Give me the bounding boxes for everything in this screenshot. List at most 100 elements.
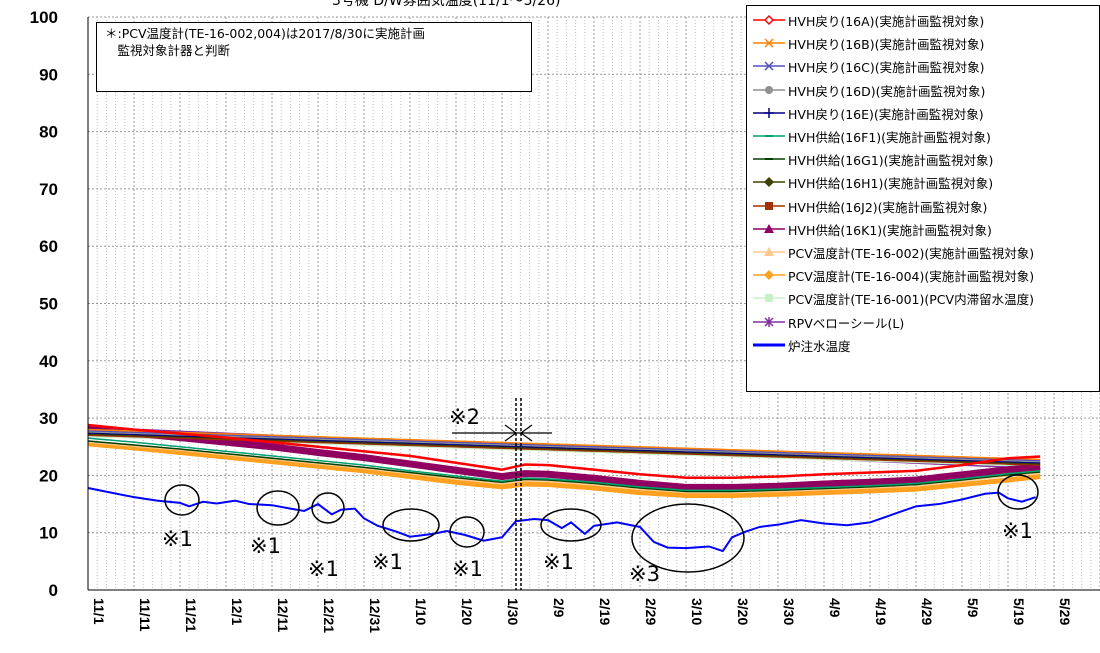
x-tick-label: 3/20 [735, 598, 751, 625]
legend-swatch [753, 247, 785, 256]
legend-item: HVH供給(16H1)(実施計画監視対象) [747, 171, 1099, 193]
x-tick-label: 3/10 [689, 598, 705, 625]
legend-item: HVH戻り(16D)(実施計画監視対象) [747, 79, 1099, 101]
series-line [87, 428, 1041, 461]
legend-label: PCV温度計(TE-16-004)(実施計画監視対象) [788, 269, 1035, 285]
legend-swatch [753, 270, 785, 281]
x-tick-label: 11/21 [183, 598, 199, 632]
annotation-ellipse [997, 474, 1039, 510]
legend-item: HVH戻り(16E)(実施計画監視対象) [747, 102, 1099, 124]
legend-item: HVH戻り(16C)(実施計画監視対象) [747, 55, 1099, 77]
y-tick-label: 70 [39, 180, 58, 199]
legend-swatch [753, 201, 785, 210]
annotation-label: ※1 [308, 557, 339, 581]
annotation-ellipse [540, 508, 602, 542]
x-tick-label: 5/19 [1011, 598, 1027, 625]
y-tick-label: 80 [39, 123, 58, 142]
series-line [87, 431, 1041, 463]
y-tick-label: 10 [39, 524, 58, 543]
series-layer [87, 423, 1041, 553]
legend-item: PCV温度計(TE-16-004)(実施計画監視対象) [747, 264, 1099, 286]
annotation-label: ※1 [543, 550, 574, 574]
legend-label: HVH供給(16G1)(実施計画監視対象) [788, 153, 994, 169]
legend-label: HVH供給(16H1)(実施計画監視対象) [788, 176, 994, 192]
y-tick-label: 0 [49, 581, 58, 600]
annotation-ellipse [382, 508, 440, 542]
legend-swatch [753, 223, 785, 233]
legend-swatch [753, 294, 785, 303]
x-tick-label: 3/30 [781, 598, 797, 625]
marker-2-arrowheads [504, 424, 533, 442]
x-tick-label: 1/30 [505, 598, 521, 625]
x-tick-label: 4/19 [873, 598, 889, 625]
legend: HVH戻り(16A)(実施計画監視対象) HVH戻り(16B)(実施計画監視対象)… [746, 5, 1100, 392]
series-5050c0 [87, 429, 1041, 462]
x-tick-label: 12/11 [275, 598, 291, 632]
series-marker [765, 85, 773, 94]
legend-item: HVH供給(16F1)(実施計画監視対象) [747, 125, 1099, 147]
x-tick-label: 5/29 [1057, 598, 1073, 625]
series-marker [764, 247, 774, 256]
y-tick-label: 100 [30, 8, 58, 27]
x-tick-label: 5/9 [965, 598, 981, 618]
legend-item: HVH戻り(16A)(実施計画監視対象) [747, 9, 1099, 31]
legend-item: HVH戻り(16B)(実施計画監視対象) [747, 32, 1099, 54]
series-909090 [87, 431, 1041, 463]
legend-label: HVH戻り(16C)(実施計画監視対象) [788, 60, 985, 76]
x-tick-label: 12/1 [229, 598, 245, 625]
series-marker [765, 294, 773, 303]
x-tick-label: 11/1 [91, 598, 107, 625]
series-line [87, 441, 1041, 498]
legend-label: HVH戻り(16D)(実施計画監視対象) [788, 83, 986, 99]
series-marker [764, 316, 774, 327]
series-line [87, 429, 1041, 462]
series-marker [764, 38, 774, 48]
legend-label: HVH戻り(16A)(実施計画監視対象) [788, 14, 985, 29]
annotation-label: ※1 [162, 527, 193, 551]
series-line [87, 432, 1041, 464]
y-tick-label: 50 [39, 295, 58, 314]
legend-item: PCV温度計(TE-16-001)(PCV内滞留水温度) [747, 287, 1099, 309]
series-marker [765, 201, 773, 210]
note-text: ＊:PCV温度計(TE-16-002,004)は2017/8/30に実施計画 監… [105, 26, 426, 58]
annotation-label: ※1 [250, 534, 281, 558]
series-ff0000 [87, 423, 1041, 479]
legend-swatch [753, 316, 785, 327]
y-tick-label: 30 [39, 409, 58, 428]
y-tick-label: 20 [39, 466, 58, 485]
series-line [87, 424, 1041, 491]
series-line [87, 437, 1041, 492]
annotation-label: ※1 [452, 557, 483, 581]
legend-label: HVH供給(16J2)(実施計画監視対象) [788, 199, 988, 215]
y-tick-label: 40 [39, 352, 58, 371]
series-marker [763, 14, 775, 26]
series-ffc890 [87, 441, 1041, 494]
legend-item: 炉注水温度 [747, 334, 1099, 356]
legend-item: HVH供給(16J2)(実施計画監視対象) [747, 195, 1099, 217]
legend-swatch [753, 14, 785, 26]
annotation-ellipse [311, 492, 345, 524]
series-004000 [87, 440, 1041, 493]
series-000080 [87, 432, 1041, 464]
legend-swatch [753, 85, 785, 94]
legend-label: HVH戻り(16E)(実施計画監視対象) [788, 106, 984, 122]
legend-swatch [753, 343, 785, 347]
series-ff8000 [87, 428, 1041, 461]
series-marker [764, 107, 774, 118]
legend-label: PCV温度計(TE-16-002)(実施計画監視対象) [788, 246, 1035, 261]
x-tick-label: 1/10 [413, 598, 429, 625]
annotation-ellipse [256, 490, 300, 526]
annotations-layer: ※1 ※1 ※1 ※1 ※1 ※1 ※1 ※2 ※3 [162, 398, 1039, 590]
x-tick-label: 2/9 [551, 598, 567, 618]
legend-label: PCV温度計(TE-16-001)(PCV内滞留水温度) [788, 292, 1034, 308]
annotation-label: ※1 [1002, 519, 1033, 543]
legend-swatch [753, 158, 785, 161]
series-marker [764, 223, 774, 233]
x-tick-label: 1/20 [459, 598, 475, 625]
legend-item: RPVベローシール(L) [747, 311, 1099, 333]
legend-swatch [753, 61, 785, 71]
chart-title: 3号機 D/W雰囲気温度(11/1～5/26) [332, 0, 561, 9]
y-tick-label: 60 [39, 237, 58, 256]
annotation-ellipse [631, 503, 745, 573]
legend-swatch [753, 107, 785, 118]
